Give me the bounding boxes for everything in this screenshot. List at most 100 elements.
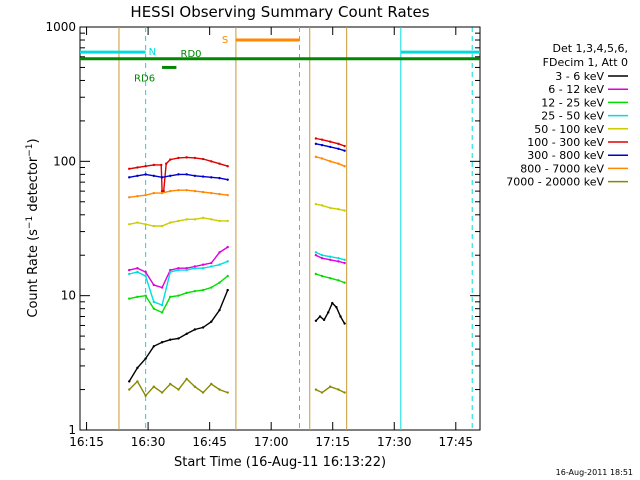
x-tick-label: 16:45	[192, 435, 227, 449]
footer-timestamp: 16-Aug-2011 18:51	[556, 468, 633, 477]
y-tick-label: 10	[61, 289, 76, 303]
series-6-point	[152, 174, 156, 178]
series-3-point	[210, 265, 213, 268]
series-1-point	[177, 267, 180, 270]
series-0-point	[318, 315, 322, 318]
series-1-point	[337, 260, 340, 263]
x-tick-label: 16:15	[69, 435, 104, 449]
series-7-point	[226, 193, 229, 197]
series-6-point	[201, 175, 205, 178]
series-6-point	[160, 176, 164, 179]
series-7-point	[160, 191, 164, 195]
series-5-point	[185, 156, 188, 159]
legend-label: 7000 - 20000 keV	[506, 176, 604, 189]
legend-label: 3 - 6 keV	[555, 70, 604, 83]
series-5-point	[343, 144, 346, 148]
series-0-point	[339, 315, 342, 318]
series-7-point	[177, 188, 180, 192]
series-3-point	[144, 274, 147, 278]
series-2-point	[160, 311, 164, 314]
series-3-point	[185, 268, 188, 272]
series-6-point	[218, 176, 221, 180]
series-7-point	[343, 164, 346, 168]
series-7-point	[144, 193, 147, 197]
series-8-segment-0	[128, 377, 228, 397]
flag-n-label: N	[149, 47, 156, 58]
series-1-point	[160, 286, 164, 289]
series-4-point	[128, 223, 131, 226]
series-0-point	[218, 308, 221, 312]
series-2-point	[169, 295, 172, 299]
series-4-point	[226, 219, 229, 223]
series-4-point	[136, 221, 139, 224]
series-5-point	[169, 158, 172, 161]
series-5-point	[128, 167, 131, 170]
legend-label: 50 - 100 keV	[534, 123, 604, 136]
series-5-point	[162, 189, 165, 193]
x-axis-label: Start Time (16-Aug-11 16:13:22)	[174, 455, 386, 470]
series-3-point	[160, 303, 164, 307]
series-0-point	[128, 380, 131, 383]
series-0-point	[144, 357, 147, 360]
series-2-point	[218, 281, 221, 284]
series-0-point	[314, 319, 318, 322]
series-5-point	[160, 163, 163, 167]
y-tick-label: 1	[68, 423, 76, 437]
series-1-point	[218, 251, 221, 254]
series-3-point	[343, 258, 346, 261]
series-2-point	[210, 286, 213, 289]
series-1-point	[201, 263, 205, 266]
series-2-point	[320, 274, 324, 278]
series-5-point	[320, 138, 324, 141]
series-1-point	[144, 270, 147, 274]
x-tick-label: 17:15	[315, 435, 350, 449]
series-2-point	[128, 297, 131, 300]
x-tick-label: 17:30	[377, 435, 412, 449]
series-0-point	[226, 288, 229, 292]
legend-label: 6 - 12 keV	[548, 83, 604, 96]
series-7-point	[136, 195, 139, 198]
series-1-point	[320, 257, 324, 260]
series-4-point	[144, 223, 147, 226]
legend-label: 800 - 7000 keV	[520, 162, 604, 175]
series-5-segment-0	[129, 156, 228, 192]
series-8-point	[343, 391, 346, 394]
series-2-point	[136, 295, 139, 299]
series-2-point	[177, 294, 180, 297]
series-3-point	[329, 255, 332, 258]
series-0-segment-0	[128, 289, 229, 382]
flag-s-label: S	[222, 35, 228, 46]
series-2-point	[152, 307, 156, 310]
series-6-point	[226, 178, 229, 181]
series-3-point	[226, 260, 229, 263]
series-5-point	[152, 163, 156, 167]
series-1-point	[210, 261, 213, 265]
series-6-point	[314, 142, 318, 146]
x-axis: 16:15 16:30 16:45 17:00 17:15 17:30 17:45	[69, 27, 473, 449]
series-8-point	[177, 388, 180, 391]
y-axis-label: Count Rate (s−1 detector−1)	[25, 138, 41, 317]
series-8-point	[185, 377, 188, 381]
series-0-point	[201, 326, 205, 329]
series-6-point	[329, 145, 332, 149]
series-4-point	[337, 208, 340, 211]
series-8-point	[226, 391, 229, 394]
series-3-point	[152, 300, 156, 304]
series-8-point	[136, 380, 139, 383]
series-5-point	[164, 162, 168, 165]
legend-header-line-1: Det 1,3,4,5,6,	[552, 42, 628, 55]
series-6-point	[320, 143, 324, 147]
series-2-point	[193, 289, 197, 293]
series-8-point	[218, 388, 221, 391]
series-8-point	[160, 391, 164, 394]
series-6-point	[128, 176, 131, 179]
series-1-point	[136, 267, 139, 270]
series-0-point	[327, 311, 330, 314]
series-8-point	[314, 388, 318, 391]
series-8-point	[329, 385, 332, 388]
series-5-point	[226, 164, 229, 168]
series-6-point	[337, 147, 340, 150]
series-0-point	[152, 345, 156, 348]
series-0-point	[193, 328, 197, 331]
series-8-point	[128, 388, 131, 391]
